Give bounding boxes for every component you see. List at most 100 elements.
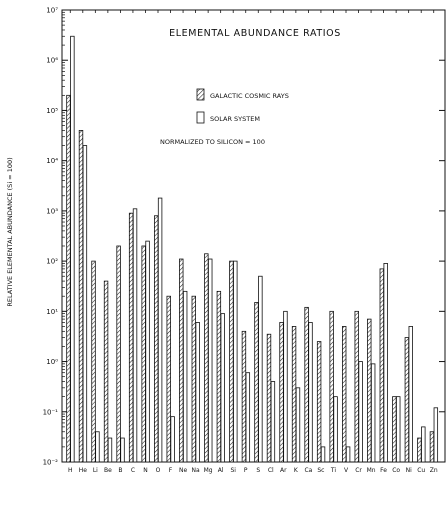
- plot-frame: [61, 9, 446, 463]
- bar-cosmic-rays-Si: [229, 260, 234, 463]
- x-tick-label-Al: Al: [218, 467, 224, 474]
- bar-cosmic-rays-K: [291, 326, 297, 463]
- x-tick-label-O: O: [156, 467, 161, 474]
- x-tick-label-Na: Na: [192, 467, 200, 474]
- normalization-note: NORMALIZED TO SILICON = 100: [160, 138, 265, 146]
- bar-cosmic-rays-V: [341, 326, 347, 463]
- x-tick-label-K: K: [294, 467, 299, 474]
- legend-label-cosmic-rays: GALACTIC COSMIC RAYS: [210, 92, 289, 100]
- bar-cosmic-rays-C: [128, 212, 134, 463]
- bar-solar-system-H: [70, 35, 75, 463]
- bar-cosmic-rays-O: [153, 215, 159, 463]
- y-tick-label: 10²: [46, 258, 58, 266]
- y-tick-label: 10⁰: [46, 358, 58, 366]
- bar-cosmic-rays-Ti: [329, 310, 334, 463]
- bar-solar-system-Cl: [270, 381, 276, 463]
- bar-solar-system-B: [120, 437, 125, 463]
- bar-solar-system-Fe: [383, 263, 388, 463]
- x-tick-label-He: He: [79, 467, 88, 474]
- bar-solar-system-Ni: [408, 326, 413, 463]
- bar-cosmic-rays-Be: [103, 280, 109, 463]
- y-tick-label: 10³: [46, 207, 58, 215]
- bar-cosmic-rays-Na: [191, 295, 196, 463]
- bar-solar-system-Zn: [433, 407, 439, 463]
- bar-solar-system-S: [258, 275, 263, 463]
- bar-solar-system-Al: [220, 313, 225, 463]
- bar-cosmic-rays-Ca: [304, 306, 309, 463]
- bar-solar-system-Na: [195, 322, 200, 463]
- bar-solar-system-C: [132, 208, 138, 463]
- bar-solar-system-Co: [396, 396, 401, 463]
- bar-solar-system-Ar: [283, 310, 288, 463]
- bar-solar-system-Ne: [182, 290, 188, 463]
- y-tick-label: 10⁷: [46, 7, 58, 15]
- x-tick-label-Cr: Cr: [355, 467, 362, 474]
- y-tick-label: 10⁻²: [43, 459, 59, 467]
- x-tick-label-Zn: Zn: [430, 467, 438, 474]
- bar-cosmic-rays-N: [141, 245, 146, 463]
- bar-cosmic-rays-Cu: [417, 437, 422, 463]
- bar-solar-system-F: [170, 416, 175, 463]
- bar-cosmic-rays-Sc: [316, 341, 322, 463]
- legend-swatch-cosmic-rays: [196, 88, 205, 101]
- y-tick-label: 10⁶: [46, 57, 58, 65]
- bar-solar-system-N: [145, 240, 150, 463]
- bar-solar-system-Be: [107, 437, 113, 463]
- bar-cosmic-rays-Zn: [429, 431, 435, 463]
- x-tick-label-Sc: Sc: [317, 467, 324, 474]
- bar-marks: [66, 35, 439, 463]
- bar-cosmic-rays-H: [66, 94, 71, 463]
- x-tick-label-F: F: [169, 467, 173, 474]
- bar-cosmic-rays-Li: [91, 260, 96, 463]
- x-tick-label-Mg: Mg: [204, 467, 213, 474]
- legend-label-solar-system: SOLAR SYSTEM: [210, 115, 260, 123]
- bar-solar-system-O: [157, 197, 163, 463]
- x-tick-label-V: V: [344, 467, 349, 474]
- bar-cosmic-rays-B: [116, 245, 121, 463]
- bar-solar-system-Si: [233, 260, 238, 463]
- bar-cosmic-rays-Co: [392, 396, 397, 463]
- top-axis-ticks: [69, 10, 435, 462]
- y-tick-label: 10⁵: [46, 107, 58, 115]
- bar-cosmic-rays-Mg: [204, 253, 209, 463]
- y-tick-label: 10⁴: [46, 157, 58, 165]
- x-tick-label-P: P: [244, 467, 248, 474]
- bar-solar-system-K: [295, 387, 301, 463]
- bar-solar-system-V: [345, 446, 351, 463]
- bar-solar-system-Ca: [308, 322, 313, 463]
- x-tick-label-Mn: Mn: [367, 467, 376, 474]
- bar-solar-system-P: [245, 372, 251, 463]
- bar-cosmic-rays-Al: [216, 290, 222, 463]
- x-tick-label-B: B: [118, 467, 122, 474]
- x-tick-label-Co: Co: [392, 467, 400, 474]
- bar-cosmic-rays-P: [241, 330, 247, 463]
- bar-cosmic-rays-Fe: [379, 268, 384, 463]
- x-tick-label-Ne: Ne: [179, 467, 187, 474]
- bar-solar-system-He: [82, 145, 88, 463]
- legend: GALACTIC COSMIC RAYS SOLAR SYSTEM NORMAL…: [160, 88, 289, 146]
- bar-cosmic-rays-Cl: [266, 333, 272, 463]
- y-axis-label: RELATIVE ELEMENTAL ABUNDANCE (Si = 100): [6, 157, 14, 306]
- bar-cosmic-rays-Mn: [367, 318, 372, 463]
- bar-cosmic-rays-F: [166, 295, 171, 463]
- bar-solar-system-Li: [95, 431, 100, 463]
- x-axis-labels: H He Li Be B C N O F Ne Na Mg Al Si P S Cl Ar K Ca Sc Ti V Cr Mn…: [68, 467, 438, 474]
- bar-cosmic-rays-Ni: [404, 337, 410, 463]
- x-tick-label-Ca: Ca: [304, 467, 312, 474]
- x-tick-label-N: N: [143, 467, 148, 474]
- x-tick-label-Ni: Ni: [406, 467, 412, 474]
- y-tick-label: 10¹: [46, 308, 58, 316]
- x-tick-label-Be: Be: [104, 467, 112, 474]
- bar-solar-system-Cu: [421, 426, 426, 463]
- x-tick-label-Si: Si: [230, 467, 236, 474]
- chart-title: ELEMENTAL ABUNDANCE RATIOS: [169, 28, 341, 39]
- bar-cosmic-rays-Ar: [279, 322, 284, 463]
- bar-cosmic-rays-He: [78, 130, 84, 463]
- bar-solar-system-Sc: [320, 446, 326, 463]
- x-tick-label-Li: Li: [93, 467, 98, 474]
- bar-cosmic-rays-Ne: [179, 258, 184, 463]
- y-tick-label: 10⁻¹: [43, 408, 59, 416]
- x-tick-label-Cu: Cu: [417, 467, 425, 474]
- bar-cosmic-rays-Cr: [354, 310, 359, 463]
